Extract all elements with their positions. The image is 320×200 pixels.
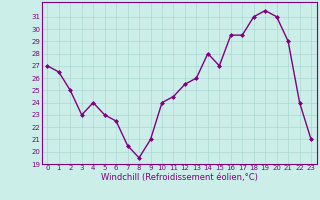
X-axis label: Windchill (Refroidissement éolien,°C): Windchill (Refroidissement éolien,°C) [101, 173, 258, 182]
